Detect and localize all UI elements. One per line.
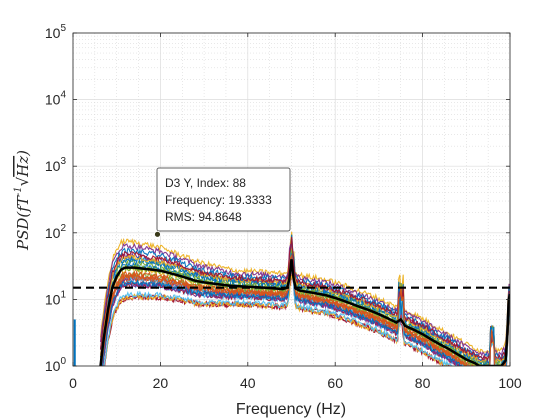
y-tick-exponent: 0 — [60, 356, 66, 367]
x-tick-label: 60 — [327, 375, 343, 391]
y-tick-base: 10 — [45, 158, 61, 174]
datatip-line-1: D3 Y, Index: 88 — [165, 176, 246, 190]
series-line — [100, 253, 510, 366]
y-tick-label: 101 — [45, 289, 67, 307]
y-label-close: ) — [14, 150, 32, 157]
x-tick-label: 100 — [498, 375, 522, 391]
y-label-main: PSD(fT — [14, 195, 32, 251]
y-tick-exponent: 5 — [60, 23, 66, 34]
y-tick-label: 102 — [45, 223, 67, 241]
x-tick-label: 0 — [69, 375, 77, 391]
y-tick-base: 10 — [45, 291, 61, 307]
x-axis-label: Frequency (Hz) — [236, 401, 346, 418]
y-tick-base: 10 — [45, 92, 61, 108]
y-label-under: Hz — [14, 156, 32, 178]
axis-ticks — [72, 32, 511, 367]
y-tick-exponent: 2 — [60, 223, 66, 234]
series-line — [101, 253, 510, 366]
y-label-sup: -1 — [13, 186, 24, 196]
y-tick-exponent: 3 — [60, 156, 66, 167]
x-tick-label: 40 — [240, 375, 256, 391]
series-line — [103, 267, 510, 366]
datatip-marker[interactable] — [154, 230, 161, 238]
series-line — [99, 242, 510, 358]
y-axis-label: PSD(fT-1√Hz) — [13, 150, 32, 251]
y-tick-label: 105 — [45, 23, 67, 41]
plot-frame — [72, 32, 511, 367]
x-tick-labels: 0 20 40 60 80 100 — [69, 375, 522, 391]
mean-series-line — [99, 259, 510, 366]
svg-text:PSD(fT-1√Hz): PSD(fT-1√Hz) — [13, 150, 32, 251]
series-line — [99, 246, 510, 364]
datatip[interactable]: D3 Y, Index: 88 Frequency: 19.3333 RMS: … — [154, 167, 291, 238]
y-tick-base: 10 — [45, 358, 61, 374]
x-tick-label: 80 — [415, 375, 431, 391]
y-tick-base: 10 — [45, 25, 61, 41]
y-tick-exponent: 1 — [60, 289, 66, 300]
y-tick-exponent: 4 — [60, 90, 66, 101]
y-tick-label: 104 — [45, 90, 67, 108]
plot-area — [73, 33, 510, 366]
datatip-line-3: RMS: 94.8648 — [165, 210, 242, 224]
y-tick-label: 103 — [45, 156, 67, 174]
series-line — [99, 236, 510, 362]
minor-grid — [73, 33, 510, 366]
datatip-line-2: Frequency: 19.3333 — [165, 193, 272, 207]
y-tick-label: 100 — [45, 356, 67, 374]
series-line — [99, 245, 510, 364]
datatip-box — [156, 167, 291, 232]
y-label-radical: √ — [14, 176, 32, 186]
x-tick-label: 20 — [153, 375, 169, 391]
series-group — [73, 231, 510, 366]
y-tick-base: 10 — [45, 225, 61, 241]
